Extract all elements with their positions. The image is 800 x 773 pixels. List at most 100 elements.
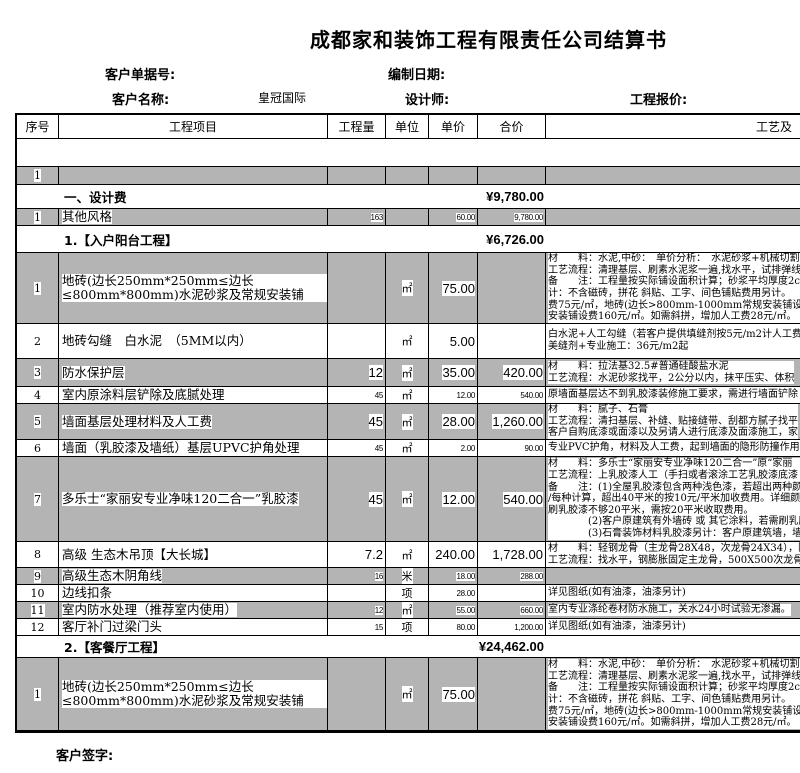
item-name-cell: 防水保护层 xyxy=(59,359,328,386)
table-row: 7 多乐士“家丽安专业净味120二合一”乳胶漆 45 ㎡ 12.00 540.00 材 料：… xyxy=(17,457,800,542)
process-description: 材 料：轻钢龙骨（主龙骨28X48，次龙骨24X34），防火 工艺流程：找水平，钢… xyxy=(548,542,800,567)
table-row: 5 墙面基层处理材料及人工费 45 ㎡ 28.00 1,260.00 材 料：腻子、石膏 工艺… xyxy=(17,404,800,440)
unit-price-text: 60.00 xyxy=(456,212,475,222)
unit-price-text: 80.00 xyxy=(456,622,475,632)
table-row: 9 高级生态木阴角线 16 米 18.00 288.00 xyxy=(17,568,800,585)
item-name-cell: 高级生态木阴角线 xyxy=(59,568,328,584)
unit-cell: ㎡ xyxy=(386,359,429,386)
total-price-cell xyxy=(478,585,546,601)
process-description-cell: 详见图纸(如有油漆，油漆另计) xyxy=(546,619,800,635)
unit-text: 项 xyxy=(401,621,413,634)
unit-cell: ㎡ xyxy=(386,542,429,567)
unit-cell: ㎡ xyxy=(386,440,429,456)
description-line: 工艺流程：清理基层、刷素水泥浆一遍,找水平，试排弹线 xyxy=(548,264,800,277)
unit-text: ㎡ xyxy=(401,491,413,507)
seq-text: 1 xyxy=(34,281,41,295)
quantity-cell: 45 xyxy=(328,440,386,456)
unit-price-cell: 75.00 xyxy=(429,253,478,323)
unit-price-text: 12.00 xyxy=(456,390,475,400)
section-label: 1.【入户阳台工程】 xyxy=(64,232,178,248)
unit-price-cell: 240.00 xyxy=(429,542,478,567)
quantity-text: 45 xyxy=(374,390,384,400)
col-seq: 序号 xyxy=(17,115,59,138)
unit-cell: ㎡ xyxy=(386,387,429,403)
table-row: 1 地砖(边长250mm*250mm≤边长≤800mm*800mm)水泥砂浆及常规… xyxy=(17,253,800,324)
unit-cell: 项 xyxy=(386,619,429,635)
unit-price-cell: 28.00 xyxy=(429,404,478,439)
item-name-cell: 墙面（乳胶漆及墙纸）基层UPVC护角处理 xyxy=(59,440,328,456)
unit-price-cell: 60.00 xyxy=(429,209,478,225)
seq-cell: 1 xyxy=(17,167,59,184)
quantity-text: 12 xyxy=(374,605,383,615)
total-price-text: 540.00 xyxy=(520,390,543,400)
description-line: 工艺流程：水泥砂浆找平，2公分以内，抹平压实、体积 xyxy=(548,372,795,385)
item-name-text: 高级 生态木吊顶【大长城】 xyxy=(62,546,216,562)
description-line: 专业PVC护角，材料及人工费，起到墙面的隐形防撞作用 xyxy=(548,442,800,454)
total-price-cell: 288.00 xyxy=(478,568,546,584)
total-price-text: 660.00 xyxy=(520,605,543,615)
process-description: 详见图纸(如有油漆，油漆另计) xyxy=(548,619,686,635)
table-row: 8 高级 生态木吊顶【大长城】 7.2 ㎡ 240.00 1,728.00 材 料：轻钢龙骨… xyxy=(17,542,800,568)
item-name-cell: 墙面基层处理材料及人工费 xyxy=(59,404,328,439)
description-line: 工艺流程：找水平，钢膨胀固定主龙骨，500X500次龙骨格 xyxy=(548,554,800,566)
unit-price-cell: 80.00 xyxy=(429,619,478,635)
section-total: ¥24,462.00 xyxy=(478,639,544,654)
item-name-text: 室内原涂料层铲除及底腻处理 xyxy=(62,387,225,402)
process-description-cell: 材 料：水泥,中砂： 单价分析： 水泥砂浆+机械切割人 工艺流程：清理基层、刷素水… xyxy=(546,658,800,730)
unit-cell: ㎡ xyxy=(386,658,429,730)
total-price-cell xyxy=(478,253,546,323)
total-price-cell: 90.00 xyxy=(478,440,546,456)
col-process: 工艺及 xyxy=(756,120,793,134)
quantity-cell xyxy=(328,167,386,184)
quantity-cell: 7.2 xyxy=(328,542,386,567)
description-line: 详见图纸(如有油漆，油漆另计) xyxy=(548,587,686,599)
description-line: 刷乳胶漆不够20平米，需按20平米收取费用。 xyxy=(548,504,800,517)
table-row: 10 边线扣条 项 28.00 详见图纸(如有油漆，油漆另计) xyxy=(17,585,800,602)
process-description: 材 料：多乐士“家丽安专业净味120二合一”原“家丽 工艺流程：上乳胶漆人工（手扫… xyxy=(548,457,800,541)
item-name-text: 多乐士“家丽安专业净味120二合一”乳胶漆 xyxy=(62,491,299,506)
item-name-text: 地砖勾缝 白水泥 （5MM以内） xyxy=(62,333,252,348)
process-description: 材 料：拉法基32.5#普通硅酸盐水泥 工艺流程：水泥砂浆找平，2公分以内，抹平压… xyxy=(548,359,795,386)
total-price-text: 1,260.00 xyxy=(492,414,543,429)
process-description-cell xyxy=(546,167,800,184)
total-price-text: 420.00 xyxy=(503,365,543,380)
process-description-cell: 材 料：轻钢龙骨（主龙骨28X48，次龙骨24X34），防火 工艺流程：找水平，钢… xyxy=(546,542,800,567)
col-item: 工程项目 xyxy=(59,115,328,138)
unit-text: ㎡ xyxy=(401,413,413,430)
unit-text: 米 xyxy=(401,568,413,584)
quantity-cell: 12 xyxy=(328,359,386,386)
total-price-cell: 660.00 xyxy=(478,602,546,618)
table-row: 6 墙面（乳胶漆及墙纸）基层UPVC护角处理 45 ㎡ 2.00 90.00 专业PVC护角… xyxy=(17,440,800,457)
col-total: 合价 xyxy=(478,115,546,138)
quantity-cell: 15 xyxy=(328,619,386,635)
unit-cell: ㎡ xyxy=(386,602,429,618)
seq-text: 10 xyxy=(30,586,45,600)
seq-cell: 9 xyxy=(17,568,59,584)
description-line: (3)石膏装饰材料乳胶漆另计：客户原建筑墙，墙面基 xyxy=(548,527,800,540)
unit-price-cell: 5.00 xyxy=(429,324,478,358)
item-name-cell: 边线扣条 xyxy=(59,585,328,601)
process-description-cell: 详见图纸(如有油漆，油漆另计) xyxy=(546,585,800,601)
item-name-cell: 多乐士“家丽安专业净味120二合一”乳胶漆 xyxy=(59,457,328,541)
description-line: 备 注：工程量按实际铺设面积计算；砂浆平均厚度2c xyxy=(548,682,800,694)
seq-cell: 3 xyxy=(17,359,59,386)
item-name-cell: 其他风格 xyxy=(59,209,328,225)
total-price-text: 288.00 xyxy=(520,571,543,581)
process-description: 专业PVC护角，材料及人工费，起到墙面的隐形防撞作用 xyxy=(548,440,800,456)
process-description-cell: 白水泥+人工勾缝（若客户提供填缝剂按5元/m2计人工费） 美缝剂+专业施工：36元… xyxy=(546,324,800,358)
seq-text: 2 xyxy=(34,334,41,348)
unit-price-text: 12.00 xyxy=(442,491,475,507)
seq-text: 11 xyxy=(30,603,45,617)
total-price-cell: 540.00 xyxy=(478,387,546,403)
description-line: (2)客户原建筑有外墙砖 或 其它涂料，若需刷乳胶漆 xyxy=(548,516,800,528)
total-price-cell: 420.00 xyxy=(478,359,546,386)
table-row: 1 xyxy=(17,167,800,185)
description-line: 费75元/㎡，地砖(边长>800mm-1000mm常规安装铺设费108元 xyxy=(548,299,800,312)
quantity-cell: 45 xyxy=(328,387,386,403)
process-description-cell: 材 料：腻子、石膏 工艺流程：清扫基层、补缝、贴接缝带、刮都方腻子找平 客户自购底漆… xyxy=(546,404,800,439)
seq-cell: 5 xyxy=(17,404,59,439)
designer-label: 设计师: xyxy=(405,93,450,108)
quantity-text: 45 xyxy=(368,491,383,507)
total-price-cell: 540.00 xyxy=(478,457,546,541)
